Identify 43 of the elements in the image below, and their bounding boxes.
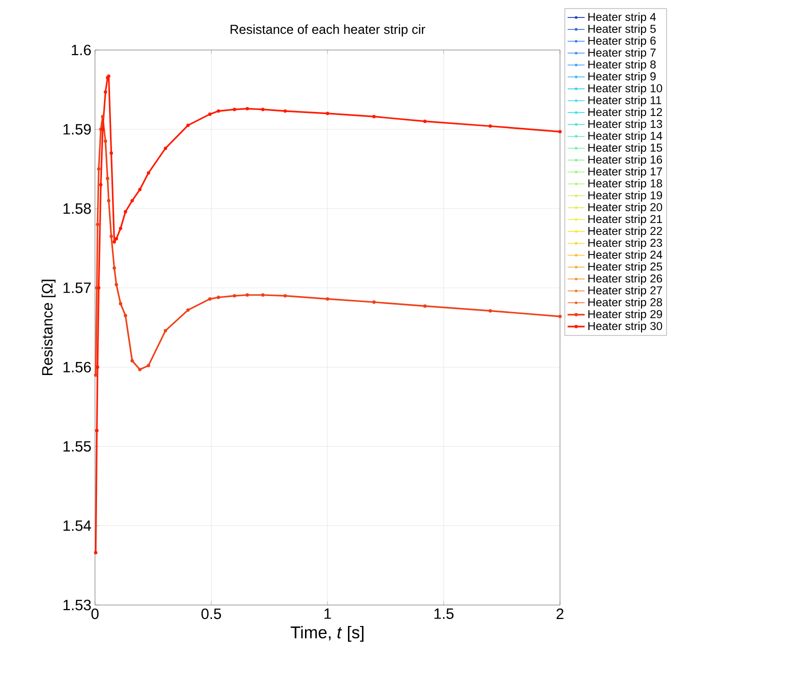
legend-label: Heater strip 30 [588,322,662,332]
legend-label: Heater strip 12 [588,108,662,118]
legend-label: Heater strip 11 [588,96,662,106]
x-tick-label: 0.5 [201,608,222,620]
x-tick-label: 1.5 [434,608,454,619]
y-axis-title: Resistance [Ω] [42,280,56,376]
legend-label: Heater strip 22 [588,226,662,238]
legend-label: Heater strip 21 [588,214,662,226]
legend-label: Heater strip 26 [588,274,662,285]
y-tick-label: 1.59 [64,124,91,135]
legend-label: Heater strip 28 [588,298,662,309]
legend-label: Heater strip 27 [588,286,662,297]
y-tick-label: 1.57 [64,282,91,294]
legend-label: Heater strip 18 [588,179,662,190]
y-tick-label: 1.56 [64,362,91,372]
legend-label: Heater strip 23 [588,238,662,250]
chart-title: Resistance of each heater strip cir [230,24,426,37]
y-tick-label: 1.58 [64,203,91,214]
legend-label: Heater strip 16 [588,155,662,166]
x-tick-label: 2 [556,608,564,619]
x-tick-label: 1 [324,608,331,619]
y-tick-label: 1.53 [64,600,91,610]
legend-label: Heater strip 20 [588,202,662,214]
legend-label: Heater strip 9 [588,72,656,83]
legend-label: Heater strip 8 [588,60,656,71]
legend-label: Heater strip 10 [588,84,662,95]
legend-label: Heater strip 4 [588,12,656,24]
legend-label: Heater strip 6 [588,36,656,48]
legend-label: Heater strip 25 [588,262,662,273]
legend-label: Heater strip 15 [588,143,662,154]
legend-label: Heater strip 17 [588,167,662,178]
legend-label: Heater strip 19 [588,190,662,202]
legend-label: Heater strip 14 [588,131,662,142]
y-tick-label: 1.54 [64,520,92,531]
legend-label: Heater strip 13 [588,120,662,130]
legend-label: Heater strip 29 [588,310,662,320]
x-axis-title: Time, t [s] [290,626,364,642]
y-tick-label: 1.55 [64,441,91,452]
y-tick-label: 1.6 [72,44,91,56]
legend-label: Heater strip 24 [588,250,662,262]
x-tick-label: 0 [91,608,99,620]
legend-label: Heater strip 5 [588,24,656,36]
legend-label: Heater strip 7 [588,48,656,59]
